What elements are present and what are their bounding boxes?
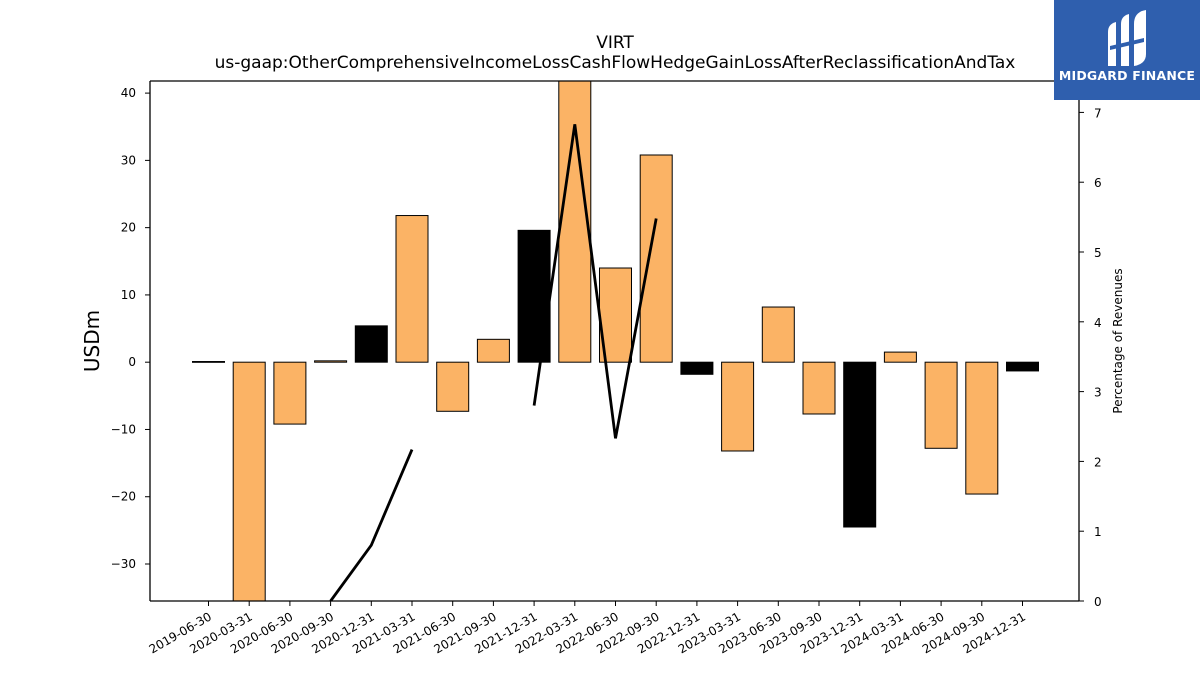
bar-2020-09-30	[314, 360, 348, 363]
bar-2023-03-31	[721, 361, 755, 452]
y-tick-label: 30	[121, 153, 136, 167]
y-right-tick-label: 4	[1094, 316, 1102, 330]
chart-title: VIRT	[596, 33, 634, 53]
bar-2022-09-30	[639, 154, 673, 363]
bar-2020-06-30	[273, 361, 307, 425]
bar-2024-06-30	[924, 361, 958, 449]
pct-revenue-line-segment	[329, 448, 414, 601]
y-tick-label: 0	[128, 355, 136, 369]
brand-logo: MIDGARD FINANCE	[1054, 0, 1200, 100]
y-tick-label: −10	[111, 422, 136, 436]
bar-2021-03-31	[395, 215, 429, 363]
bar-2020-12-31	[354, 325, 388, 363]
chart-subtitle: us-gaap:OtherComprehensiveIncomeLossCash…	[215, 53, 1016, 73]
bar-2024-03-31	[883, 351, 917, 363]
y-tick-label: −20	[111, 490, 136, 504]
bar-2023-06-30	[761, 306, 795, 363]
bar-2024-12-31	[1006, 361, 1039, 372]
y-right-tick-label: 1	[1094, 525, 1102, 539]
bars	[192, 81, 1039, 601]
y-right-tick-label: 0	[1094, 595, 1102, 609]
y-right-tick-label: 6	[1094, 176, 1102, 190]
bar-2022-12-31	[680, 361, 714, 375]
bar-2021-09-30	[476, 338, 510, 363]
y-right-tick-label: 2	[1094, 455, 1102, 469]
pct-revenue-line-segment	[532, 124, 658, 439]
y-axis-label: USDm	[80, 310, 104, 372]
bar-2019-06-30	[192, 361, 225, 363]
y-tick-label: 20	[121, 221, 136, 235]
bar-2023-09-30	[802, 361, 836, 415]
midgard-logo-icon	[1108, 10, 1146, 66]
bar-2021-06-30	[436, 361, 470, 412]
bar-2024-09-30	[965, 361, 999, 495]
logo-text: MIDGARD FINANCE	[1058, 68, 1196, 83]
y-right-tick-label: 7	[1094, 106, 1102, 120]
y-tick-label: 40	[121, 86, 136, 100]
y-axis-right-label: Percentage of Revenues	[1111, 268, 1125, 413]
y-tick-label: 10	[121, 288, 136, 302]
y-right-tick-label: 3	[1094, 386, 1102, 400]
plot-area: −30−20−10010203040012345672019-06-302020…	[111, 80, 1102, 656]
y-right-tick-label: 5	[1094, 246, 1102, 260]
bar-2023-12-31	[843, 361, 877, 528]
bar-2020-03-31	[232, 361, 266, 601]
bar-2021-12-31	[517, 229, 551, 363]
y-tick-label: −30	[111, 557, 136, 571]
